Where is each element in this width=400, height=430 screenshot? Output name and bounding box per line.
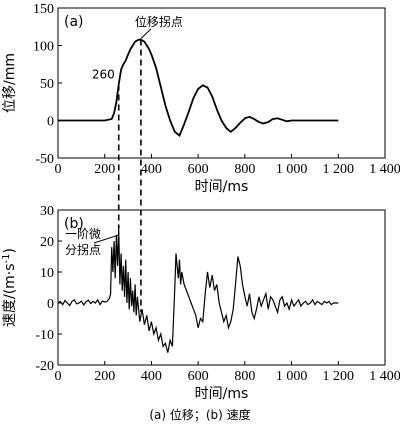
panel-a-frame bbox=[57, 7, 386, 159]
panel-a-displacement-line bbox=[58, 38, 339, 137]
panel-b-y-tick-label: 10 bbox=[40, 266, 54, 281]
panel-b-x-ticks: 0 200 400 600 800 1 000 1 200 1 400 bbox=[55, 361, 400, 384]
panel-a-x-ticks: 0 200 400 600 800 1 000 1 200 1 400 bbox=[55, 154, 400, 177]
panel-a-y-tick-label: 0 bbox=[47, 115, 54, 130]
panel-b-frame bbox=[57, 209, 386, 366]
panel-b-x-tick-label: 0 bbox=[55, 369, 62, 384]
panel-b-annotation-line1: 一阶微 bbox=[65, 227, 101, 241]
panel-a-x-axis-label: 时间/ms bbox=[195, 179, 249, 195]
panel-a-x-tick-label: 600 bbox=[188, 162, 209, 177]
panel-a-annotation-displacement-turning-point: 位移拐点 bbox=[135, 14, 183, 29]
panel-b-x-tick-label: 400 bbox=[141, 369, 162, 384]
panel-b-y-axis-label-main: 速度 bbox=[2, 299, 18, 327]
panel-a-x-tick-label: 200 bbox=[94, 162, 115, 177]
panel-b-x-tick-label: 800 bbox=[234, 369, 255, 384]
panel-a-y-tick-label: -50 bbox=[35, 152, 54, 167]
figure-caption: (a) 位移；(b) 速度 bbox=[149, 407, 250, 422]
panel-b-x-tick-label: 1 400 bbox=[369, 369, 400, 384]
panel-b-annotation-line2: 分拐点 bbox=[65, 242, 101, 257]
panel-b-annotation-leader-line bbox=[93, 234, 120, 244]
panel-b-y-tick-label: 0 bbox=[47, 297, 54, 312]
panel-b-x-tick-label: 200 bbox=[94, 369, 115, 384]
panel-b-y-ticks: -20 -10 0 10 20 30 bbox=[35, 204, 62, 374]
panel-b-x-tick-label: 1 200 bbox=[323, 369, 355, 384]
panel-b-y-tick-label: -20 bbox=[35, 359, 54, 374]
panel-a-annotation-260: 260 bbox=[92, 68, 115, 82]
panel-b-y-axis-label-unit: /(m·s bbox=[2, 263, 18, 299]
panel-a-x-tick-label: 800 bbox=[234, 162, 255, 177]
panel-a-y-tick-label: 50 bbox=[40, 77, 54, 92]
panel-a-displacement: 0 200 400 600 800 1 000 1 200 1 400 -5005010015… bbox=[2, 2, 400, 195]
panel-b-x-tick-label: 1 000 bbox=[276, 369, 308, 384]
panel-a-x-tick-label: 1 000 bbox=[276, 162, 308, 177]
panel-b-velocity: 0 200 400 600 800 1 000 1 200 1 400 -20 -10 0 10 20… bbox=[1, 204, 400, 402]
panel-b-y-axis-label-sup: -1 bbox=[1, 253, 12, 263]
panel-a-y-ticks: -50 0 50 100 150 bbox=[33, 2, 62, 167]
panel-a-x-tick-label: 1 200 bbox=[323, 162, 355, 177]
panel-a-annotation-leader-line bbox=[140, 28, 152, 39]
panel-b-x-axis-label: 时间/ms bbox=[195, 386, 249, 402]
panel-a-x-tick-label: 0 bbox=[55, 162, 62, 177]
panel-a-x-tick-label: 1 400 bbox=[369, 162, 400, 177]
panel-a-y-tick-label: 150 bbox=[33, 2, 54, 17]
panel-a-panel-label: (a) bbox=[64, 14, 84, 30]
panel-a-y-axis-label: 位移/mm bbox=[2, 53, 18, 113]
panel-b-x-tick-label: 600 bbox=[188, 369, 209, 384]
panel-b-y-axis-label-close: ) bbox=[2, 248, 18, 253]
panel-a-x-tick-label: 400 bbox=[141, 162, 162, 177]
panel-b-y-tick-label: 20 bbox=[40, 235, 54, 250]
panel-b-velocity-line bbox=[57, 228, 339, 353]
panel-b-panel-label: (b) bbox=[64, 216, 84, 232]
panel-b-y-tick-label: -10 bbox=[35, 328, 54, 343]
panel-a-y-tick-label: 100 bbox=[33, 40, 54, 55]
panel-b-y-axis-label: 速度/(m·s-1) bbox=[1, 248, 19, 327]
panel-b-y-tick-label: 30 bbox=[40, 204, 54, 219]
